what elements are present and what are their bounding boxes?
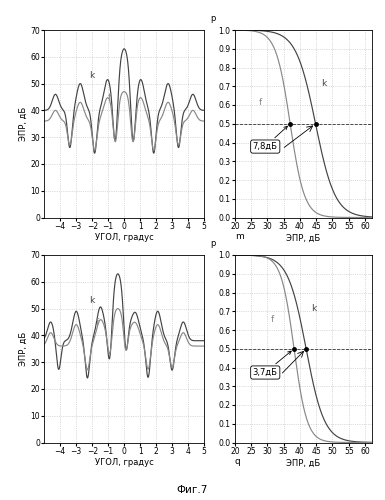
X-axis label: ЭПР, дБ: ЭПР, дБ	[286, 458, 320, 468]
X-axis label: ЭПР, дБ: ЭПР, дБ	[286, 234, 320, 242]
Text: q: q	[235, 456, 241, 466]
Text: 7,8дБ: 7,8дБ	[253, 126, 288, 151]
Text: f: f	[271, 316, 274, 324]
Text: f: f	[108, 92, 111, 102]
Text: p: p	[210, 14, 216, 22]
X-axis label: УГОЛ, градус: УГОЛ, градус	[95, 458, 154, 468]
X-axis label: УГОЛ, градус: УГОЛ, градус	[95, 234, 154, 242]
Y-axis label: ЭПР, дБ: ЭПР, дБ	[18, 106, 28, 141]
Text: p: p	[210, 238, 216, 248]
Text: f: f	[95, 318, 99, 326]
Text: k: k	[89, 296, 94, 305]
Text: m: m	[235, 232, 244, 240]
Text: f: f	[259, 98, 263, 107]
Text: 3,7дБ: 3,7дБ	[253, 351, 291, 377]
Text: k: k	[321, 79, 326, 88]
Text: k: k	[89, 71, 94, 80]
Text: Фиг.7: Фиг.7	[177, 485, 208, 495]
Y-axis label: ЭПР, дБ: ЭПР, дБ	[18, 332, 28, 366]
Text: k: k	[311, 304, 316, 313]
